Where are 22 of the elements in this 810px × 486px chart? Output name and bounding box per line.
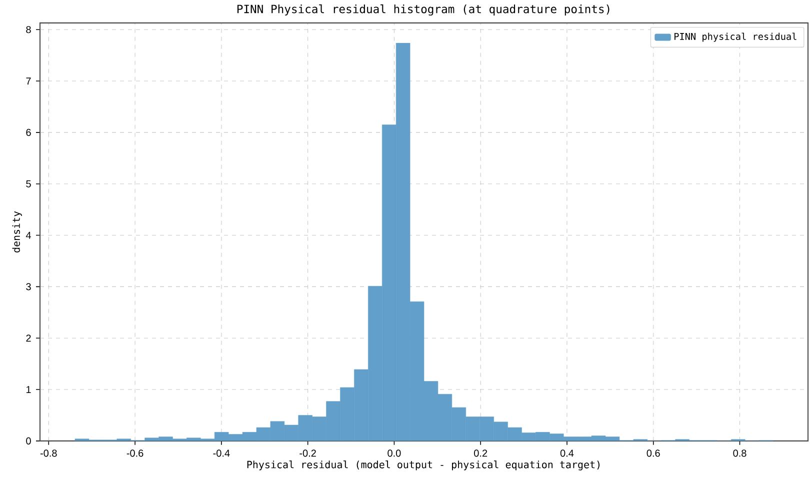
x-tick-label: 0.4 [560, 450, 574, 457]
x-tick-label: 0.0 [388, 450, 401, 457]
x-tick-label: 0.8 [733, 450, 746, 457]
x-tick-label: -0.2 [300, 450, 316, 457]
x-tick-label: -0.4 [213, 450, 230, 457]
chart-title: PINN Physical residual histogram (at quadrature points) [237, 4, 610, 16]
y-tick-label: 5 [26, 180, 31, 188]
y-tick-label: 4 [26, 232, 31, 239]
y-tick-label: 8 [26, 26, 31, 34]
y-tick-label: 6 [26, 128, 31, 136]
y-tick-label: 1 [26, 386, 31, 393]
y-tick-label: 0 [26, 437, 31, 444]
legend-label: PINN physical residual [674, 32, 796, 42]
y-tick-label: 2 [26, 334, 31, 342]
x-tick-label: -0.8 [40, 450, 57, 457]
x-tick-label: 0.6 [646, 450, 660, 457]
y-axis-title: density [12, 211, 22, 252]
x-axis-title: Physical residual (model output - physical equation target) [247, 460, 600, 470]
x-tick-label: 0.2 [474, 450, 488, 457]
y-tick-label: 7 [26, 78, 31, 84]
x-tick-label: -0.6 [126, 450, 144, 457]
y-tick-label: 3 [26, 283, 31, 290]
